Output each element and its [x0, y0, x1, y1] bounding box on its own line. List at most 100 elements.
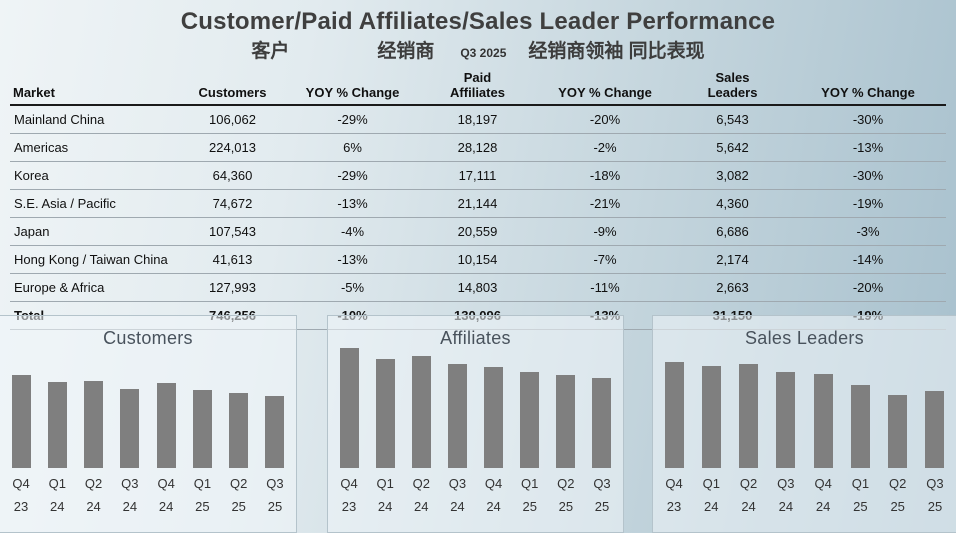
bar [484, 367, 504, 468]
cell-leaders: 5,642 [675, 133, 790, 162]
bar-q4-23 [8, 375, 34, 468]
bar [11, 375, 31, 468]
bar [850, 385, 870, 468]
column-header-market: Market [10, 68, 180, 106]
bar [664, 362, 684, 468]
cell-affiliates-yoy: -9% [535, 217, 675, 246]
bar-q4-23 [661, 362, 687, 468]
cell-affiliates: 21,144 [420, 189, 535, 218]
x-tick-label: Q3 24 [777, 476, 795, 514]
bar-q1-25 [847, 362, 873, 468]
bar-q3-24 [444, 348, 470, 468]
cell-affiliates-yoy: -18% [535, 161, 675, 190]
x-tick-label: Q3 25 [593, 476, 611, 514]
bar [701, 365, 721, 468]
x-tick-label: Q1 24 [48, 476, 66, 514]
bar-q1-25 [517, 348, 543, 468]
bar [592, 377, 612, 468]
bar-q1-25 [189, 375, 215, 468]
bar [556, 375, 576, 468]
customers-bar-chart: Customers Q4 23 Q1 24 Q2 24 Q3 24 Q4 24 Q1 25 Q2 25 Q3… [0, 315, 297, 533]
affiliates-bar-area [336, 348, 615, 468]
cell-customers: 107,543 [180, 217, 285, 246]
performance-table: Market Customers YOY % Change Paid Affili… [10, 68, 946, 330]
bar [192, 390, 212, 468]
bar-q4-24 [153, 375, 179, 468]
cell-leaders: 2,663 [675, 273, 790, 302]
x-tick-label: Q1 25 [851, 476, 870, 514]
bar-q1-24 [698, 362, 724, 468]
cell-market: Mainland China [10, 105, 180, 134]
affiliates-bar-chart: Affiliates Q4 23 Q1 24 Q2 24 Q3 24 Q4 24 Q1 25 Q2 25 Q… [327, 315, 624, 533]
table-row: Japan 107,543 -4% 20,559 -9% 6,686 -3% [10, 217, 946, 246]
x-tick-label: Q1 25 [193, 476, 212, 514]
bar-q1-24 [372, 348, 398, 468]
cell-affiliates: 28,128 [420, 133, 535, 162]
bar [776, 371, 796, 468]
x-tick-label: Q3 25 [266, 476, 284, 514]
cell-customers-yoy: -13% [285, 245, 420, 274]
cell-customers: 64,360 [180, 161, 285, 190]
cell-affiliates-yoy: -2% [535, 133, 675, 162]
subtitle-quarter-label: Q3 2025 [460, 46, 507, 60]
bar [375, 359, 395, 468]
x-tick-label: Q2 24 [84, 476, 103, 514]
slide-title: Customer/Paid Affiliates/Sales Leader Pe… [180, 8, 776, 35]
bar-q4-24 [810, 362, 836, 468]
cell-leaders-yoy: -14% [790, 245, 946, 274]
bar [739, 364, 759, 468]
subtitle-affiliates-cn: 经销商 [377, 41, 435, 62]
bar-q2-25 [226, 375, 252, 468]
slide-subtitle: 客户 经销商 Q3 2025 经销商领袖 同比表现 [0, 36, 956, 63]
cell-leaders: 3,082 [675, 161, 790, 190]
bar-q4-24 [481, 348, 507, 468]
column-header-customers-yoy: YOY % Change [285, 68, 420, 106]
cell-affiliates: 10,154 [420, 245, 535, 274]
cell-leaders-yoy: -30% [790, 161, 946, 190]
chart-title-affiliates: Affiliates [440, 328, 511, 348]
affiliates-x-axis-labels: Q4 23 Q1 24 Q2 24 Q3 24 Q4 24 Q1 25 Q2 25 Q3 25 [336, 472, 615, 518]
cell-affiliates-yoy: -20% [535, 105, 675, 134]
bar [813, 374, 833, 468]
bar-q3-25 [589, 348, 615, 468]
table-row: Hong Kong / Taiwan China 41,613 -13% 10,… [10, 245, 946, 274]
cell-customers-yoy: -29% [285, 105, 420, 134]
table-header-row: Market Customers YOY % Change Paid Affili… [10, 68, 946, 106]
cell-leaders-yoy: -13% [790, 133, 946, 162]
cell-customers-yoy: -4% [285, 217, 420, 246]
bar [888, 395, 908, 468]
x-tick-label: Q1 24 [702, 476, 720, 514]
cell-affiliates: 20,559 [420, 217, 535, 246]
x-tick-label: Q1 25 [521, 476, 539, 514]
bar-q2-24 [736, 362, 762, 468]
sales-leaders-x-axis-labels: Q4 23 Q1 24 Q2 24 Q3 24 Q4 24 Q1 25 Q2 25 Q3 25 [661, 472, 948, 518]
cell-affiliates: 18,197 [420, 105, 535, 134]
bar-q2-25 [553, 348, 579, 468]
column-header-paid-affiliates: Paid Affiliates [420, 68, 535, 106]
cell-affiliates-yoy: -11% [535, 273, 675, 302]
table-row: S.E. Asia / Pacific 74,672 -13% 21,144 -… [10, 189, 946, 218]
cell-customers: 74,672 [180, 189, 285, 218]
bar [520, 371, 540, 468]
table-row: Americas 224,013 6% 28,128 -2% 5,642 -13… [10, 133, 946, 162]
bar [411, 356, 431, 468]
bar [47, 382, 67, 468]
cell-customers: 127,993 [180, 273, 285, 302]
bar [339, 348, 359, 468]
cell-leaders: 4,360 [675, 189, 790, 218]
cell-affiliates: 17,111 [420, 161, 535, 190]
chart-title-sales-leaders: Sales Leaders [745, 328, 864, 348]
x-tick-label: Q2 25 [557, 476, 575, 514]
bar [84, 381, 104, 468]
cell-market: Hong Kong / Taiwan China [10, 245, 180, 274]
x-tick-label: Q4 24 [157, 476, 175, 514]
cell-leaders: 6,686 [675, 217, 790, 246]
bar-q3-25 [922, 362, 948, 468]
column-header-affiliates-yoy: YOY % Change [535, 68, 675, 106]
bar [156, 383, 176, 468]
x-tick-label: Q2 24 [739, 476, 758, 514]
cell-leaders: 6,543 [675, 105, 790, 134]
column-header-customers: Customers [180, 68, 285, 106]
cell-leaders-yoy: -30% [790, 105, 946, 134]
